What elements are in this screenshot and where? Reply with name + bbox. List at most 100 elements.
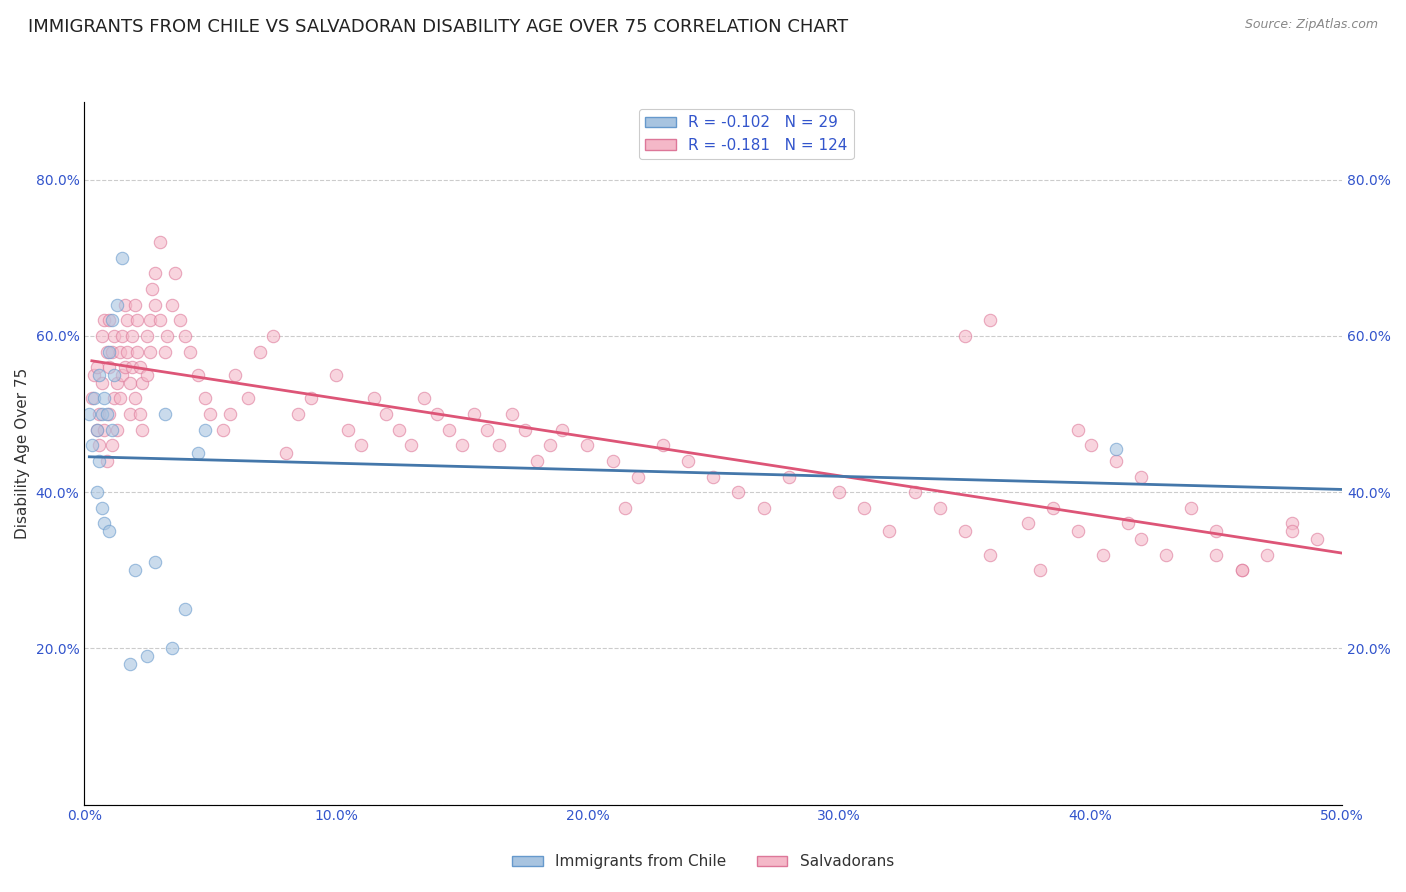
Salvadorans <box>337 423 360 437</box>
Salvadorans <box>1256 548 1278 562</box>
Salvadorans <box>115 313 138 327</box>
Salvadorans <box>1118 516 1140 531</box>
Immigrants from Chile <box>118 657 141 671</box>
Immigrants from Chile <box>1105 442 1128 457</box>
Salvadorans <box>614 500 637 515</box>
Salvadorans <box>1092 548 1115 562</box>
Salvadorans <box>169 313 191 327</box>
Immigrants from Chile <box>143 556 166 570</box>
Salvadorans <box>1306 532 1329 546</box>
Salvadorans <box>149 235 172 249</box>
Salvadorans <box>186 368 208 382</box>
Salvadorans <box>1154 548 1177 562</box>
Salvadorans <box>211 423 233 437</box>
Salvadorans <box>1205 548 1227 562</box>
Salvadorans <box>1180 500 1202 515</box>
Salvadorans <box>98 313 121 327</box>
Immigrants from Chile <box>105 298 128 312</box>
Salvadorans <box>1205 524 1227 539</box>
Immigrants from Chile <box>98 344 121 359</box>
Salvadorans <box>1105 454 1128 468</box>
Salvadorans <box>121 329 143 343</box>
Salvadorans <box>108 392 131 406</box>
Salvadorans <box>1067 524 1090 539</box>
Legend: Immigrants from Chile, Salvadorans: Immigrants from Chile, Salvadorans <box>506 848 900 875</box>
Immigrants from Chile <box>96 407 118 421</box>
Immigrants from Chile <box>93 392 115 406</box>
Salvadorans <box>702 469 724 483</box>
Salvadorans <box>979 548 1001 562</box>
Salvadorans <box>1281 516 1303 531</box>
Salvadorans <box>249 344 271 359</box>
Salvadorans <box>287 407 309 421</box>
Salvadorans <box>903 485 925 500</box>
Salvadorans <box>86 423 108 437</box>
Salvadorans <box>551 423 574 437</box>
Salvadorans <box>501 407 523 421</box>
Salvadorans <box>136 329 159 343</box>
Immigrants from Chile <box>90 407 112 421</box>
Salvadorans <box>90 376 112 390</box>
Salvadorans <box>627 469 650 483</box>
Salvadorans <box>118 407 141 421</box>
Salvadorans <box>111 368 134 382</box>
Salvadorans <box>513 423 536 437</box>
Salvadorans <box>98 360 121 375</box>
Salvadorans <box>153 344 176 359</box>
Salvadorans <box>652 438 675 452</box>
Salvadorans <box>127 313 149 327</box>
Salvadorans <box>879 524 901 539</box>
Immigrants from Chile <box>79 407 101 421</box>
Salvadorans <box>136 368 159 382</box>
Salvadorans <box>162 298 184 312</box>
Salvadorans <box>1130 469 1153 483</box>
Salvadorans <box>127 344 149 359</box>
Immigrants from Chile <box>83 392 105 406</box>
Salvadorans <box>526 454 548 468</box>
Salvadorans <box>103 329 125 343</box>
Salvadorans <box>105 376 128 390</box>
Salvadorans <box>224 368 246 382</box>
Salvadorans <box>413 392 436 406</box>
Salvadorans <box>101 438 124 452</box>
Salvadorans <box>828 485 851 500</box>
Salvadorans <box>101 344 124 359</box>
Salvadorans <box>194 392 217 406</box>
Salvadorans <box>401 438 423 452</box>
Immigrants from Chile <box>86 485 108 500</box>
Salvadorans <box>83 368 105 382</box>
Salvadorans <box>98 407 121 421</box>
Salvadorans <box>676 454 699 468</box>
Salvadorans <box>115 344 138 359</box>
Immigrants from Chile <box>194 423 217 437</box>
Salvadorans <box>128 360 150 375</box>
Salvadorans <box>80 392 103 406</box>
Salvadorans <box>89 438 111 452</box>
Immigrants from Chile <box>162 641 184 656</box>
Salvadorans <box>118 376 141 390</box>
Salvadorans <box>103 392 125 406</box>
Immigrants from Chile <box>101 423 124 437</box>
Salvadorans <box>198 407 221 421</box>
Salvadorans <box>108 344 131 359</box>
Immigrants from Chile <box>103 368 125 382</box>
Salvadorans <box>1130 532 1153 546</box>
Salvadorans <box>149 313 172 327</box>
Salvadorans <box>363 392 385 406</box>
Immigrants from Chile <box>111 251 134 265</box>
Salvadorans <box>219 407 242 421</box>
Salvadorans <box>1067 423 1090 437</box>
Salvadorans <box>114 298 136 312</box>
Salvadorans <box>143 298 166 312</box>
Y-axis label: Disability Age Over 75: Disability Age Over 75 <box>15 368 30 539</box>
Salvadorans <box>128 407 150 421</box>
Salvadorans <box>174 329 197 343</box>
Salvadorans <box>124 392 146 406</box>
Salvadorans <box>1230 563 1253 577</box>
Salvadorans <box>96 344 118 359</box>
Salvadorans <box>450 438 472 452</box>
Immigrants from Chile <box>90 500 112 515</box>
Salvadorans <box>1042 500 1064 515</box>
Salvadorans <box>163 266 186 280</box>
Salvadorans <box>778 469 800 483</box>
